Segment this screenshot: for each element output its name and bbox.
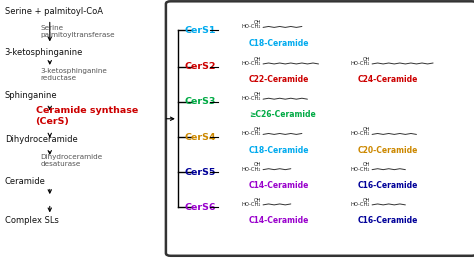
Text: HO-CH₂: HO-CH₂ <box>242 24 261 29</box>
Text: OH: OH <box>363 127 370 132</box>
Text: ≥C26-Ceramide: ≥C26-Ceramide <box>249 110 316 119</box>
Text: OH: OH <box>254 57 261 62</box>
Text: Dihydroceramide: Dihydroceramide <box>5 135 77 144</box>
Text: OH: OH <box>363 162 370 168</box>
Text: Ceramide: Ceramide <box>5 177 46 186</box>
Text: CerS1: CerS1 <box>185 26 216 34</box>
Text: OH: OH <box>363 57 370 62</box>
Text: HO-CH₂: HO-CH₂ <box>242 202 261 207</box>
Text: HO-CH₂: HO-CH₂ <box>351 167 370 172</box>
Text: HO-CH₂: HO-CH₂ <box>351 202 370 207</box>
Text: OH: OH <box>254 20 261 25</box>
Text: Serine
palmitoyltransferase: Serine palmitoyltransferase <box>40 25 115 38</box>
Text: 3-ketosphinganine: 3-ketosphinganine <box>5 48 83 57</box>
Text: HO-CH₂: HO-CH₂ <box>351 61 370 66</box>
Text: C16-Ceramide: C16-Ceramide <box>358 181 418 190</box>
Text: C18-Ceramide: C18-Ceramide <box>249 146 310 155</box>
Text: Serine + palmitoyl-CoA: Serine + palmitoyl-CoA <box>5 7 103 16</box>
Text: Dihydroceramide
desaturase: Dihydroceramide desaturase <box>40 154 102 167</box>
Text: CerS3: CerS3 <box>185 97 216 106</box>
Text: C16-Ceramide: C16-Ceramide <box>358 216 418 225</box>
Text: C24-Ceramide: C24-Ceramide <box>358 75 418 84</box>
Text: C14-Ceramide: C14-Ceramide <box>249 181 309 190</box>
Text: OH: OH <box>254 198 261 203</box>
Text: OH: OH <box>363 198 370 203</box>
Text: OH: OH <box>254 162 261 168</box>
Text: OH: OH <box>254 127 261 132</box>
Text: C18-Ceramide: C18-Ceramide <box>249 39 310 48</box>
Text: Sphinganine: Sphinganine <box>5 91 57 100</box>
Text: CerS6: CerS6 <box>185 203 216 212</box>
Text: C14-Ceramide: C14-Ceramide <box>249 216 309 225</box>
Text: C22-Ceramide: C22-Ceramide <box>249 75 309 84</box>
Text: HO-CH₂: HO-CH₂ <box>242 96 261 101</box>
Text: HO-CH₂: HO-CH₂ <box>242 167 261 172</box>
Text: CerS5: CerS5 <box>185 168 216 177</box>
Text: HO-CH₂: HO-CH₂ <box>242 131 261 137</box>
Text: 3-ketosphinganine
reductase: 3-ketosphinganine reductase <box>40 68 107 81</box>
Text: CerS2: CerS2 <box>185 62 216 71</box>
Text: CerS4: CerS4 <box>185 133 216 141</box>
Text: OH: OH <box>254 92 261 97</box>
Text: HO-CH₂: HO-CH₂ <box>242 61 261 66</box>
Text: Ceramide synthase
(CerS): Ceramide synthase (CerS) <box>36 106 138 126</box>
Text: Complex SLs: Complex SLs <box>5 216 59 225</box>
Text: C20-Ceramide: C20-Ceramide <box>358 146 418 155</box>
FancyBboxPatch shape <box>166 1 474 256</box>
Text: HO-CH₂: HO-CH₂ <box>351 131 370 137</box>
